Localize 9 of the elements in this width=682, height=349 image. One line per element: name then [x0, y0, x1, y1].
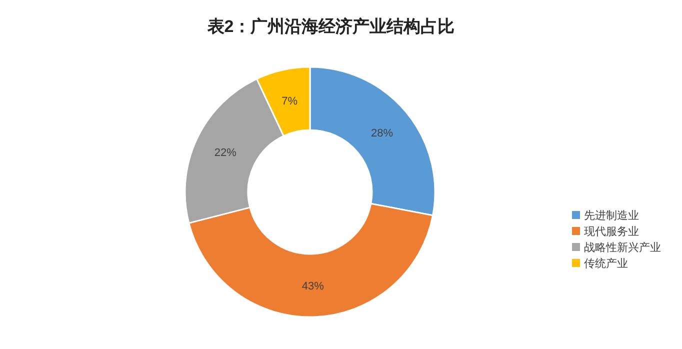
legend-label: 现代服务业 — [584, 224, 639, 238]
data-label: 28% — [371, 127, 394, 140]
data-label: 43% — [302, 280, 324, 292]
legend-label: 战略性新兴产业 — [584, 240, 661, 254]
data-label: 7% — [282, 96, 298, 108]
legend-label: 传统产业 — [584, 256, 628, 270]
data-label: 22% — [214, 147, 237, 160]
chart-title: 表2：广州沿海经济产业结构占比 — [206, 17, 455, 36]
legend-label: 先进制造业 — [584, 208, 639, 222]
